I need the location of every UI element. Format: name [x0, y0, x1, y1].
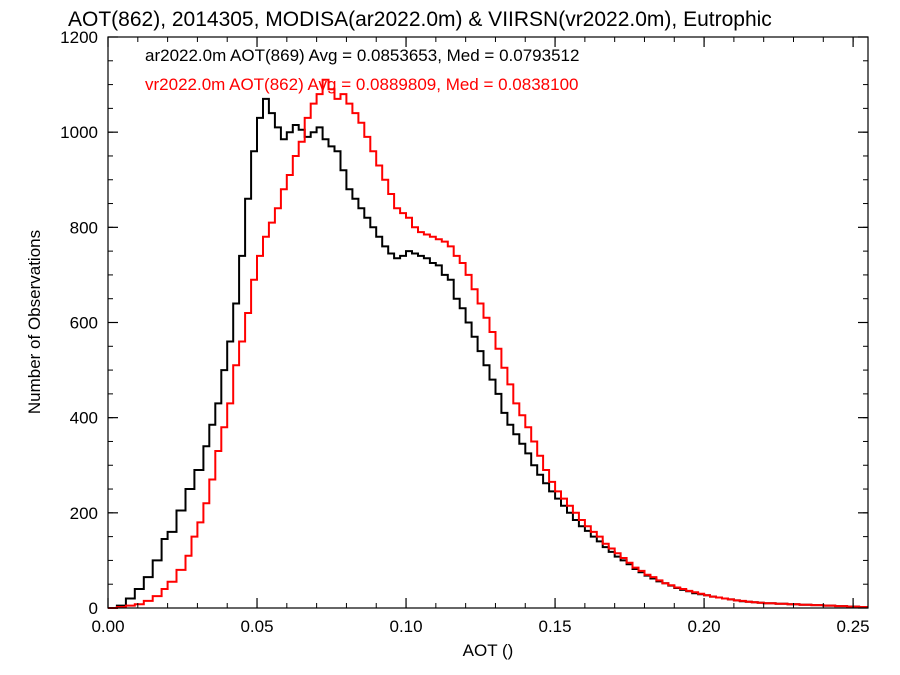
y-axis-label: Number of Observations	[25, 230, 44, 414]
y-tick-label: 600	[70, 314, 98, 333]
legend-entry-vr2022: vr2022.0m AOT(862) Avg = 0.0889809, Med …	[145, 75, 579, 94]
x-tick-label: 0.25	[837, 617, 870, 636]
x-tick-label: 0.05	[240, 617, 273, 636]
legend-entry-ar2022: ar2022.0m AOT(869) Avg = 0.0853653, Med …	[145, 46, 579, 65]
x-tick-label: 0.00	[91, 617, 124, 636]
series-layer	[108, 78, 868, 609]
series-line-1	[108, 78, 868, 609]
plot-frame	[107, 36, 869, 609]
legend: ar2022.0m AOT(869) Avg = 0.0853653, Med …	[145, 46, 579, 94]
y-tick-label: 400	[70, 409, 98, 428]
plot-area: 0.00 0.05 0.10 0.15 0.20 0.25 0 200 400 600 800 10…	[60, 28, 869, 636]
series-line-0	[108, 97, 868, 609]
y-tick-label: 800	[70, 218, 98, 237]
y-tick-label: 1200	[60, 28, 98, 47]
x-axis-ticks: 0.00 0.05 0.10 0.15 0.20 0.25	[91, 37, 870, 636]
x-axis-label: AOT ()	[463, 641, 514, 660]
chart-title: AOT(862), 2014305, MODISA(ar2022.0m) & V…	[68, 8, 772, 31]
x-tick-label: 0.10	[389, 617, 422, 636]
y-tick-label: 200	[70, 504, 98, 523]
y-tick-label: 0	[89, 599, 98, 618]
y-tick-label: 1000	[60, 123, 98, 142]
y-axis-ticks: 0 200 400 600 800 1000 1200	[60, 28, 868, 618]
x-tick-label: 0.20	[688, 617, 721, 636]
x-tick-label: 0.15	[539, 617, 572, 636]
